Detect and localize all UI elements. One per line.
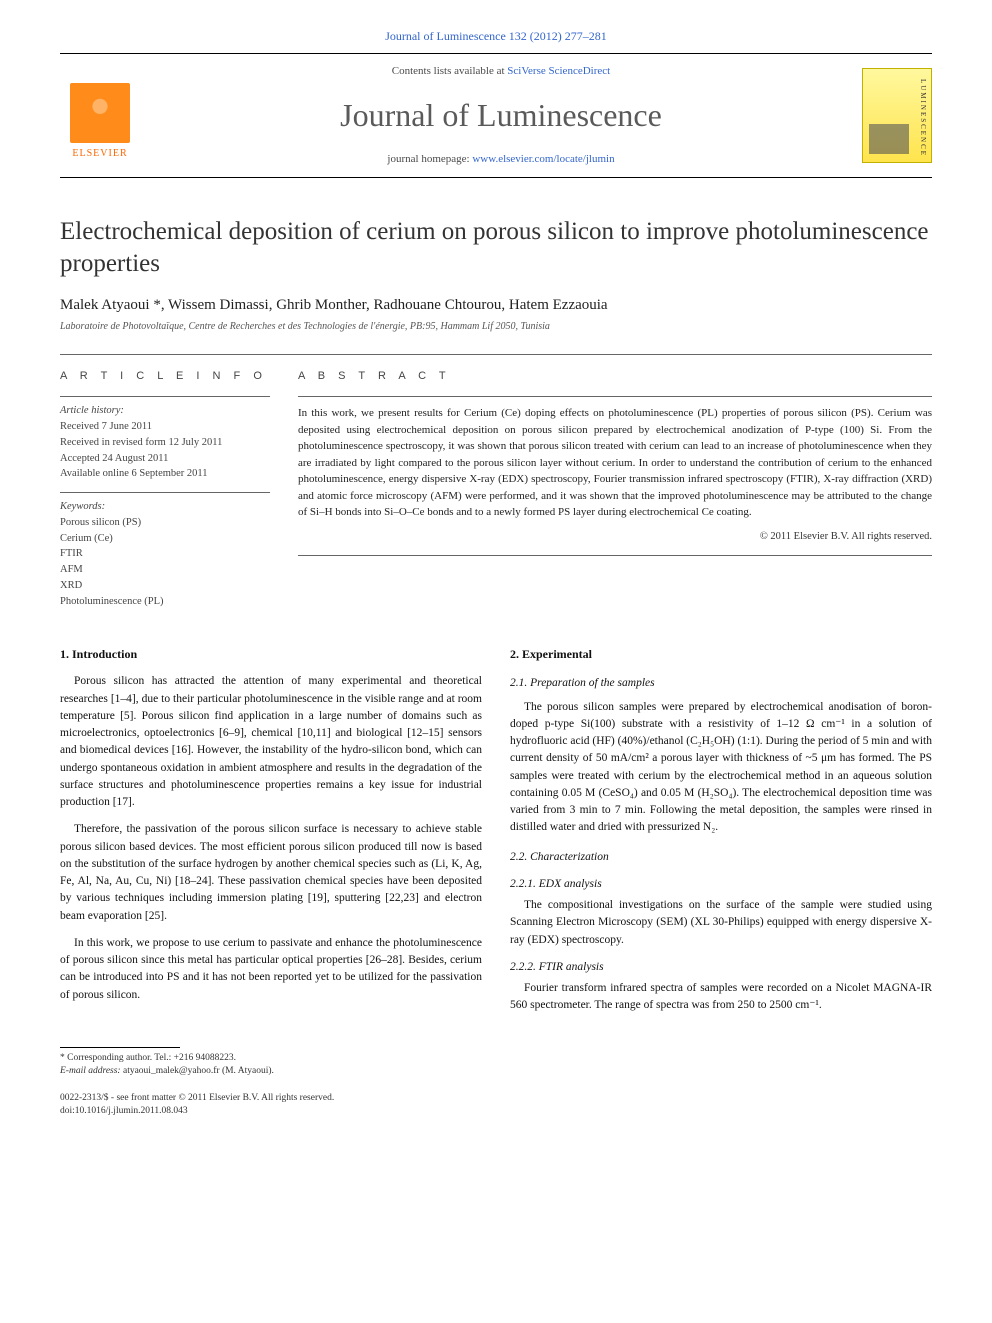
elsevier-tree-icon <box>70 83 130 143</box>
history-label: Article history: <box>60 405 124 416</box>
homepage-link[interactable]: www.elsevier.com/locate/jlumin <box>472 153 614 165</box>
article-title: Electrochemical deposition of cerium on … <box>60 216 932 279</box>
homepage-prefix: journal homepage: <box>387 153 472 165</box>
intro-p2: Therefore, the passivation of the porous… <box>60 821 482 925</box>
section-2-2-1-heading: 2.2.1. EDX analysis <box>510 876 932 893</box>
email-address: atyaoui_malek@yahoo.fr (M. Atyaoui). <box>123 1066 274 1076</box>
email-line: E-mail address: atyaoui_malek@yahoo.fr (… <box>60 1065 480 1078</box>
journal-citation-header: Journal of Luminescence 132 (2012) 277–2… <box>0 0 992 53</box>
abstract-copyright: © 2011 Elsevier B.V. All rights reserved… <box>298 529 932 545</box>
keyword: Photoluminescence (PL) <box>60 596 164 607</box>
keyword: Porous silicon (PS) <box>60 517 141 528</box>
sciencedirect-link[interactable]: SciVerse ScienceDirect <box>507 65 610 77</box>
keywords-box: Keywords: Porous silicon (PS) Cerium (Ce… <box>60 492 270 609</box>
prep-p1: The porous silicon samples were prepared… <box>510 699 932 837</box>
abstract-body: In this work, we present results for Cer… <box>298 407 932 518</box>
doi-line: doi:10.1016/j.jlumin.2011.08.043 <box>60 1105 932 1118</box>
abstract-text: In this work, we present results for Cer… <box>298 396 932 555</box>
issn-line: 0022-2313/$ - see front matter © 2011 El… <box>60 1092 932 1105</box>
header-center: Contents lists available at SciVerse Sci… <box>140 64 862 168</box>
abstract-heading: A B S T R A C T <box>298 369 932 384</box>
keyword: AFM <box>60 564 83 575</box>
section-2-1-heading: 2.1. Preparation of the samples <box>510 675 932 692</box>
journal-header-box: ELSEVIER Contents lists available at Sci… <box>60 53 932 179</box>
email-label: E-mail address: <box>60 1066 121 1076</box>
intro-p1: Porous silicon has attracted the attenti… <box>60 673 482 811</box>
keywords-label: Keywords: <box>60 499 270 515</box>
keyword: FTIR <box>60 548 83 559</box>
homepage-line: journal homepage: www.elsevier.com/locat… <box>140 152 862 167</box>
left-column: 1. Introduction Porous silicon has attra… <box>60 633 482 1024</box>
contents-available-line: Contents lists available at SciVerse Sci… <box>140 64 862 79</box>
section-2-heading: 2. Experimental <box>510 645 932 663</box>
online-date: Available online 6 September 2011 <box>60 468 208 479</box>
keyword: XRD <box>60 580 82 591</box>
keyword: Cerium (Ce) <box>60 533 113 544</box>
elsevier-logo: ELSEVIER <box>60 71 140 161</box>
accepted-date: Accepted 24 August 2011 <box>60 453 168 464</box>
revised-date: Received in revised form 12 July 2011 <box>60 437 222 448</box>
section-2-2-2-heading: 2.2.2. FTIR analysis <box>510 959 932 976</box>
article-info-box: A R T I C L E I N F O Article history: R… <box>60 369 270 609</box>
edx-p1: The compositional investigations on the … <box>510 897 932 949</box>
right-column: 2. Experimental 2.1. Preparation of the … <box>510 633 932 1024</box>
article-info-heading: A R T I C L E I N F O <box>60 369 270 384</box>
ftir-p1: Fourier transform infrared spectra of sa… <box>510 980 932 1015</box>
corresponding-author: * Corresponding author. Tel.: +216 94088… <box>60 1052 480 1065</box>
section-1-heading: 1. Introduction <box>60 645 482 663</box>
author-list: Malek Atyaoui *, Wissem Dimassi, Ghrib M… <box>60 295 932 316</box>
elsevier-text: ELSEVIER <box>72 147 127 161</box>
section-2-2-heading: 2.2. Characterization <box>510 849 932 866</box>
article-history: Article history: Received 7 June 2011 Re… <box>60 396 270 482</box>
body-columns: 1. Introduction Porous silicon has attra… <box>60 633 932 1024</box>
meta-abstract-row: A R T I C L E I N F O Article history: R… <box>60 354 932 609</box>
journal-name: Journal of Luminescence <box>140 93 862 138</box>
journal-cover-thumbnail <box>862 68 932 163</box>
footnote-block: * Corresponding author. Tel.: +216 94088… <box>60 1047 480 1079</box>
contents-prefix: Contents lists available at <box>392 65 507 77</box>
abstract-box: A B S T R A C T In this work, we present… <box>298 369 932 609</box>
footnote-rule <box>60 1047 180 1048</box>
affiliation: Laboratoire de Photovoltaïque, Centre de… <box>60 320 932 334</box>
intro-p3: In this work, we propose to use cerium t… <box>60 935 482 1004</box>
received-date: Received 7 June 2011 <box>60 421 152 432</box>
page-footer: 0022-2313/$ - see front matter © 2011 El… <box>60 1092 932 1119</box>
